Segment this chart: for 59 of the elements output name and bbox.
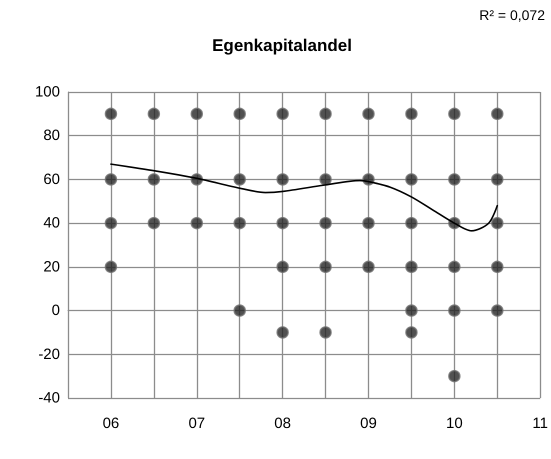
point (276, 173, 289, 186)
y-tick-label: 80 (43, 127, 60, 144)
point (276, 326, 289, 339)
x-tick-label: 06 (102, 415, 120, 432)
y-tick-label: 0 (52, 302, 60, 320)
point (148, 216, 160, 230)
y-tick-label: -20 (38, 346, 60, 363)
point (233, 173, 246, 186)
point (405, 260, 418, 274)
point (319, 173, 332, 186)
point (319, 108, 332, 120)
x-tick-label: 10 (446, 415, 463, 432)
point (276, 108, 289, 120)
point (491, 304, 504, 317)
point (233, 304, 246, 317)
x-tick-label: 09 (360, 415, 377, 432)
point (104, 216, 118, 230)
point (319, 216, 332, 230)
point (233, 216, 246, 230)
chart-title: Egenkapitalandel (212, 36, 352, 55)
point (148, 173, 160, 186)
point (405, 216, 418, 230)
point (405, 304, 418, 317)
point (319, 326, 332, 339)
y-tick-label: 20 (43, 258, 60, 276)
y-tick-label: -40 (38, 390, 60, 406)
point (362, 108, 375, 120)
point (448, 260, 461, 274)
point (491, 260, 504, 274)
point (148, 108, 160, 120)
point (190, 108, 204, 120)
y-tick-label: 100 (34, 84, 60, 100)
x-tick-label: 11 (532, 415, 548, 432)
x-tick-label: 07 (188, 415, 206, 432)
x-tick-label: 08 (274, 415, 291, 432)
point (319, 260, 332, 274)
point (448, 370, 461, 382)
point (405, 108, 418, 120)
point (104, 173, 118, 186)
text: R² = 0,072 (479, 7, 546, 23)
point (362, 216, 375, 230)
point (405, 173, 418, 186)
point (491, 108, 504, 120)
point (405, 326, 418, 339)
point (448, 173, 461, 186)
line-series (110, 163, 498, 232)
point (104, 260, 118, 274)
point (190, 216, 204, 230)
point (104, 108, 118, 120)
point (276, 216, 289, 230)
point (448, 304, 461, 317)
point (276, 260, 289, 274)
point (362, 260, 375, 274)
point (491, 173, 504, 186)
point (233, 108, 246, 120)
y-tick-label: 60 (43, 170, 60, 188)
point (491, 216, 504, 230)
point (448, 108, 461, 120)
y-tick-label: 40 (43, 214, 60, 232)
